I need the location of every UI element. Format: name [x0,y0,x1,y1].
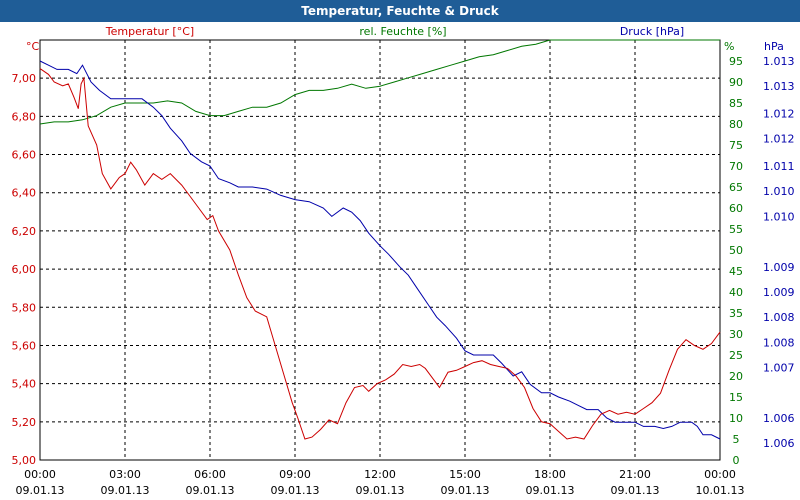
time-tick-label: 15:00 [449,468,481,481]
humidity-axis: 0 5 10 15 20 25 30 35 40 45 50 55 60 65 70 75 80 85 90 95 [729,55,743,467]
pressure-tick-label: 1.010 [763,210,795,223]
date-tick-label: 09.01.13 [271,484,320,497]
time-tick-label: 06:00 [194,468,226,481]
date-tick-label: 09.01.13 [16,484,65,497]
temperature-tick-label: 5,00 [12,454,37,467]
pressure-series-line [39,60,721,440]
temperature-tick-label: 5,80 [12,301,37,314]
humidity-tick-label: 0 [733,454,740,467]
humidity-tick-label: 40 [729,286,743,299]
date-tick-label: 09.01.13 [101,484,150,497]
humidity-tick-label: 20 [729,370,743,383]
humidity-tick-label: 75 [729,139,743,152]
date-tick-label: 10.01.13 [696,484,745,497]
legend-temperature: Temperatur [°C] [105,25,194,38]
date-tick-label: 09.01.13 [441,484,490,497]
temperature-tick-label: 6,80 [12,110,37,123]
pressure-tick-label: 1.012 [763,133,795,146]
chart-title: Temperatur, Feuchte & Druck [0,0,800,22]
pressure-tick-label: 1.008 [763,336,795,349]
plot-area [39,39,721,461]
pressure-tick-label: 1.006 [763,412,795,425]
humidity-tick-label: 80 [729,118,743,131]
humidity-tick-label: 85 [729,97,743,110]
humidity-tick-label: 45 [729,265,743,278]
humidity-tick-label: 60 [729,202,743,215]
pressure-axis: 1.013 1.013 1.012 1.012 1.011 1.010 1.010 1.009… [763,55,795,450]
temperature-tick-label: 5,60 [12,339,37,352]
date-tick-label: 09.01.13 [356,484,405,497]
time-tick-label: 00:00 [24,468,56,481]
legend-pressure: Druck [hPa] [620,25,684,38]
date-tick-label: 09.01.13 [611,484,660,497]
pressure-tick-label: 1.009 [763,286,795,299]
humidity-tick-label: 35 [729,307,743,320]
time-axis: 00:00 09.01.13 03:00 09.01.13 06:00 09.01.13 0… [16,468,745,497]
unit-pressure: hPa [764,40,784,53]
humidity-tick-label: 90 [729,76,743,89]
temperature-tick-label: 6,60 [12,149,37,162]
time-tick-label: 21:00 [619,468,651,481]
temperature-series-line [39,68,721,440]
humidity-tick-label: 55 [729,223,743,236]
pressure-tick-label: 1.013 [763,55,795,68]
pressure-tick-label: 1.008 [763,311,795,324]
grid-lines [40,40,720,460]
temperature-tick-label: 5,40 [12,378,37,391]
time-tick-label: 03:00 [109,468,141,481]
pressure-tick-label: 1.006 [763,437,795,450]
humidity-tick-label: 30 [729,328,743,341]
humidity-tick-label: 10 [729,412,743,425]
humidity-tick-label: 5 [733,433,740,446]
time-tick-label: 09:00 [279,468,311,481]
temperature-tick-label: 6,00 [12,263,37,276]
humidity-series-line [39,39,720,125]
pressure-tick-label: 1.012 [763,108,795,121]
time-tick-label: 12:00 [364,468,396,481]
date-tick-label: 09.01.13 [186,484,235,497]
humidity-tick-label: 50 [729,244,743,257]
unit-temperature: °C [26,40,40,53]
legend-humidity: rel. Feuchte [%] [359,25,446,38]
unit-humidity: % [724,40,734,53]
humidity-tick-label: 95 [729,55,743,68]
pressure-tick-label: 1.010 [763,185,795,198]
humidity-tick-label: 65 [729,181,743,194]
humidity-tick-label: 25 [729,349,743,362]
time-tick-label: 18:00 [534,468,566,481]
date-tick-label: 09.01.13 [526,484,575,497]
pressure-tick-label: 1.011 [763,160,795,173]
temperature-tick-label: 6,40 [12,187,37,200]
temperature-tick-label: 7,00 [12,72,37,85]
pressure-tick-label: 1.009 [763,261,795,274]
temperature-axis: 5,00 5,20 5,40 5,60 5,80 6,00 6,20 6,40 6,60 6,80… [12,72,37,467]
time-tick-label: 00:00 [704,468,736,481]
humidity-tick-label: 70 [729,160,743,173]
pressure-tick-label: 1.007 [763,362,795,375]
pressure-tick-label: 1.013 [763,80,795,93]
temperature-tick-label: 5,20 [12,416,37,429]
humidity-tick-label: 15 [729,391,743,404]
temperature-tick-label: 6,20 [12,225,37,238]
